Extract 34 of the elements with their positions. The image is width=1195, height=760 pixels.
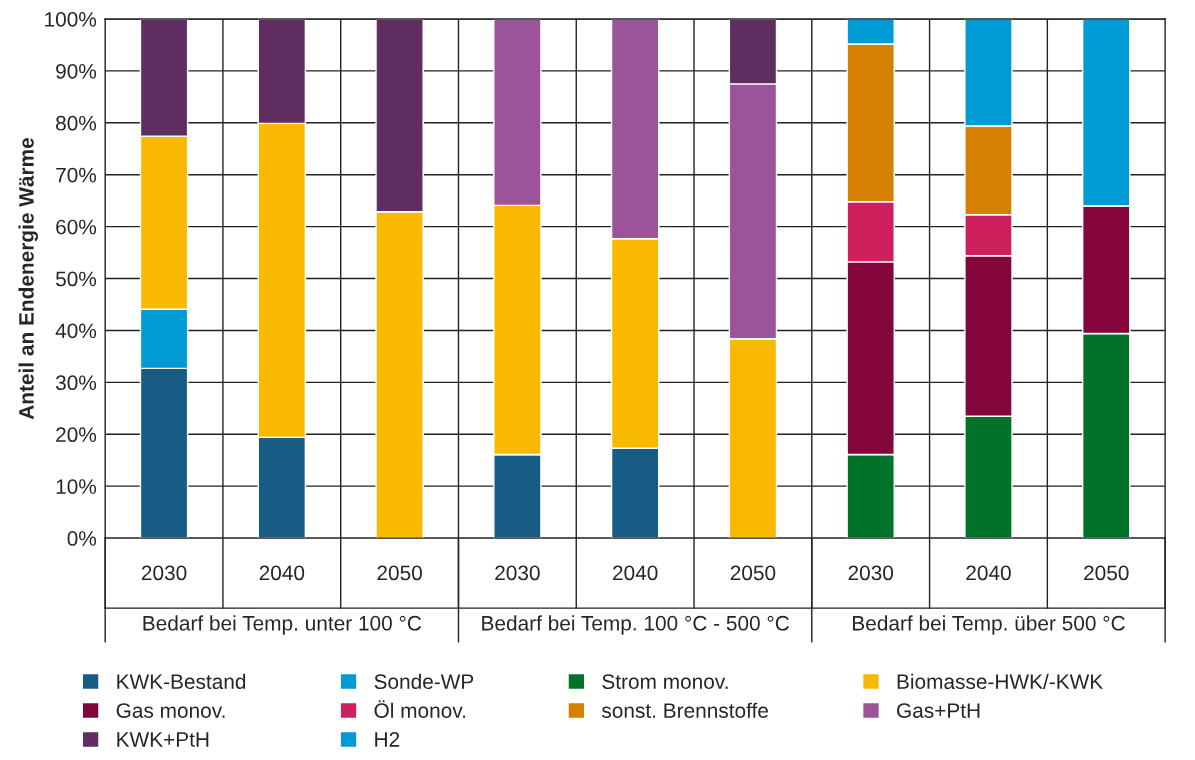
- x-tick-label: 2040: [966, 565, 1011, 581]
- legend-label: Gas monov.: [116, 703, 225, 718]
- y-tick-label: 70%: [56, 167, 97, 183]
- x-tick-label: 2050: [1084, 565, 1129, 581]
- y-tick-label: 50%: [55, 271, 97, 287]
- legend-label: Biomasse-HWK/-KWK: [897, 673, 1103, 690]
- text: Bedarf bei Temp. 100 °C - 500 °C: [482, 615, 789, 635]
- y-axis-title: Anteil an Endenergie Wärme: [18, 138, 38, 420]
- legend-label: Gas+PtH: [897, 703, 980, 718]
- y-tick-label: 90%: [56, 63, 97, 79]
- x-tick-label: 2050: [377, 565, 422, 581]
- y-tick-label: 10%: [56, 479, 97, 494]
- legend-label: H2: [375, 732, 400, 747]
- x-tick-label: 2030: [141, 565, 187, 581]
- legend-label: KWK-Bestand: [117, 673, 246, 690]
- y-tick-label: 30%: [55, 375, 97, 391]
- legend-label: Öl monov.: [374, 700, 466, 718]
- legend-label: Sonde-WP: [374, 673, 474, 690]
- y-tick-label: 100%: [45, 12, 97, 27]
- text: Bedarf bei Temp. unter 100 °C: [143, 615, 422, 635]
- legend-label: Strom monov.: [602, 674, 728, 690]
- text: Bedarf bei Temp. über 500 °C: [853, 615, 1125, 635]
- x-tick-label: 2050: [730, 565, 776, 581]
- y-tick-label: 0%: [67, 531, 97, 546]
- x-tick-label: 2040: [259, 565, 305, 581]
- legend-label: KWK+PtH: [117, 732, 209, 747]
- y-tick-label: 20%: [56, 427, 97, 443]
- y-tick-label: 80%: [56, 115, 97, 131]
- y-tick-label: 60%: [56, 219, 97, 235]
- x-tick-label: 2040: [613, 565, 658, 581]
- x-tick-label: 2030: [848, 565, 894, 581]
- legend-label: sonst. Brennstoffe: [601, 702, 768, 718]
- x-tick-label: 2030: [495, 565, 540, 581]
- y-tick-label: 40%: [55, 323, 97, 339]
